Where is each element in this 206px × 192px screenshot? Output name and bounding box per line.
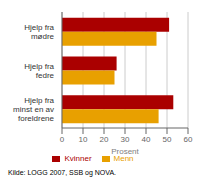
svg-text:40: 40 [142,135,151,144]
svg-text:Hjelp framinst en avforeldrene: Hjelp framinst en avforeldrene [13,95,54,122]
svg-text:10: 10 [79,135,88,144]
html-text:Kvinner: Kvinner [64,154,92,163]
svg-text:0: 0 [60,135,65,144]
svg-text:20: 20 [100,135,109,144]
svg-text:Hjelp framødre: Hjelp framødre [24,22,54,40]
svg-text:60: 60 [184,135,193,144]
svg-text:Prosent: Prosent [111,147,139,156]
svg-text:30: 30 [121,135,130,144]
html-text:Menn: Menn [113,154,134,163]
html-text:Kilde: LOGG 2007, SSB og NOVA.: Kilde: LOGG 2007, SSB og NOVA. [8,169,116,176]
svg-text:50: 50 [163,135,172,144]
svg-text:Hjelp frafedre: Hjelp frafedre [24,61,54,79]
